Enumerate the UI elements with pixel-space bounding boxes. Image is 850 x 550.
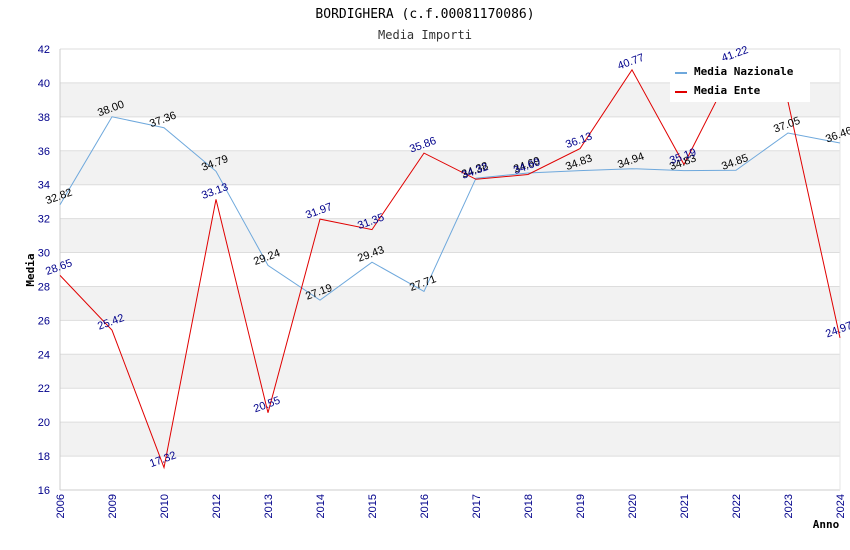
y-tick-label: 20 [38,417,50,429]
x-tick-label: 2023 [783,494,795,518]
x-tick-label: 2012 [211,494,223,518]
y-tick-label: 34 [38,180,50,192]
plot-band [60,320,840,355]
x-tick-label: 2017 [471,494,483,518]
x-tick-label: 2024 [835,494,847,518]
x-axis-label: Anno [813,518,840,531]
legend: Media Nazionale Media Ente [670,60,810,102]
legend-label-ente: Media Ente [694,84,761,97]
series-line-media-nazionale [59,116,841,301]
y-tick-label: 32 [38,214,50,226]
legend-label-nazionale: Media Nazionale [694,65,794,78]
y-tick-labels: 16 18 20 22 24 26 28 30 32 34 36 38 40 42 [38,44,50,497]
x-tick-label: 2022 [731,494,743,518]
plot-band [60,456,840,490]
y-tick-label: 18 [38,451,50,463]
y-tick-label: 36 [38,146,50,158]
x-tick-label: 2021 [679,494,691,518]
x-tick-label: 2009 [107,494,119,518]
y-tick-label: 40 [38,78,50,90]
series-group [59,61,841,470]
y-tick-label: 22 [38,383,50,395]
plot-background [60,49,840,490]
plot-band [60,252,840,287]
x-tick-label: 2006 [55,494,67,518]
y-tick-label: 26 [38,315,50,327]
x-tick-label: 2014 [315,494,327,518]
y-tick-label: 28 [38,281,50,293]
x-tick-label: 2010 [159,494,171,518]
plot-band [60,422,840,457]
plot-band [60,116,840,151]
y-axis-label: Media [24,253,37,286]
y-tick-label: 30 [38,248,50,260]
chart-title: BORDIGHERA (c.f.00081170086) [315,7,534,22]
x-tick-label: 2015 [367,494,379,518]
x-tick-label: 2013 [263,494,275,518]
y-tick-label: 16 [38,485,50,497]
plot-band [60,354,840,389]
plot-band [60,150,840,185]
x-tick-labels: 2006 2009 2010 2012 2013 2014 2015 2016 2017 2018… [55,494,847,518]
x-tick-label: 2016 [419,494,431,518]
plot-band [60,388,840,423]
series-line-media-ente [59,61,841,470]
x-tick-label: 2020 [627,494,639,518]
y-tick-label: 38 [38,112,50,124]
x-tick-label: 2018 [523,494,535,518]
plot-band [60,286,840,321]
y-tick-label: 42 [38,44,50,56]
x-tick-label: 2019 [575,494,587,518]
legend-box [670,60,810,102]
chart-subtitle: Media Importi [378,28,472,42]
plot-band [60,184,840,219]
y-tick-label: 24 [38,349,50,361]
axes [59,49,841,491]
